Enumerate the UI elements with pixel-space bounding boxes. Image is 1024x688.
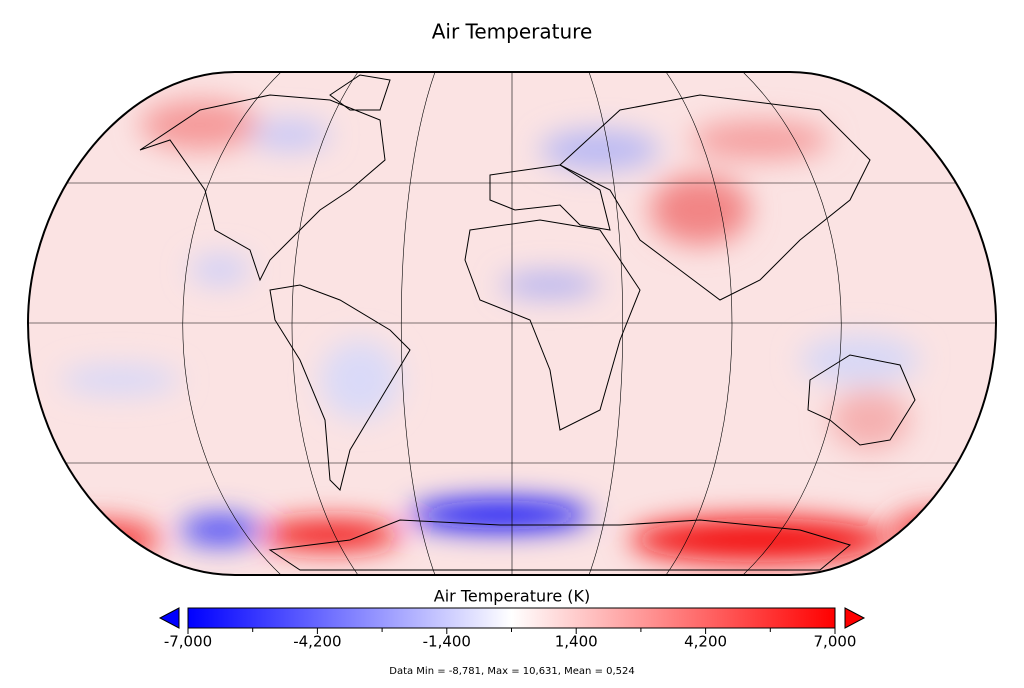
map-title: Air Temperature <box>432 20 593 44</box>
colorbar-tick-label: -4,200 <box>293 633 341 651</box>
map-border <box>26 71 998 576</box>
data-summary: Data Min = -8,781, Max = 10,631, Mean = … <box>389 666 635 677</box>
colorbar: -7,000 -4,200 -1,400 1,400 4,200 7,000 <box>158 607 866 651</box>
graticule <box>28 72 996 575</box>
colorbar-low-arrow <box>158 607 180 629</box>
colorbar-label: Air Temperature (K) <box>434 587 590 606</box>
colorbar-ramp <box>187 607 836 629</box>
colorbar-tick-label: -7,000 <box>164 633 212 651</box>
colorbar-tick-label: 4,200 <box>684 633 727 651</box>
colorbar-tick-label: 7,000 <box>814 633 857 651</box>
map-field <box>28 72 996 575</box>
coastlines <box>139 74 916 571</box>
colorbar-tick-label: 1,400 <box>555 633 598 651</box>
colorbar-tick-label: -1,400 <box>423 633 471 651</box>
anomaly-field <box>40 100 990 562</box>
colorbar-high-arrow <box>844 607 866 629</box>
